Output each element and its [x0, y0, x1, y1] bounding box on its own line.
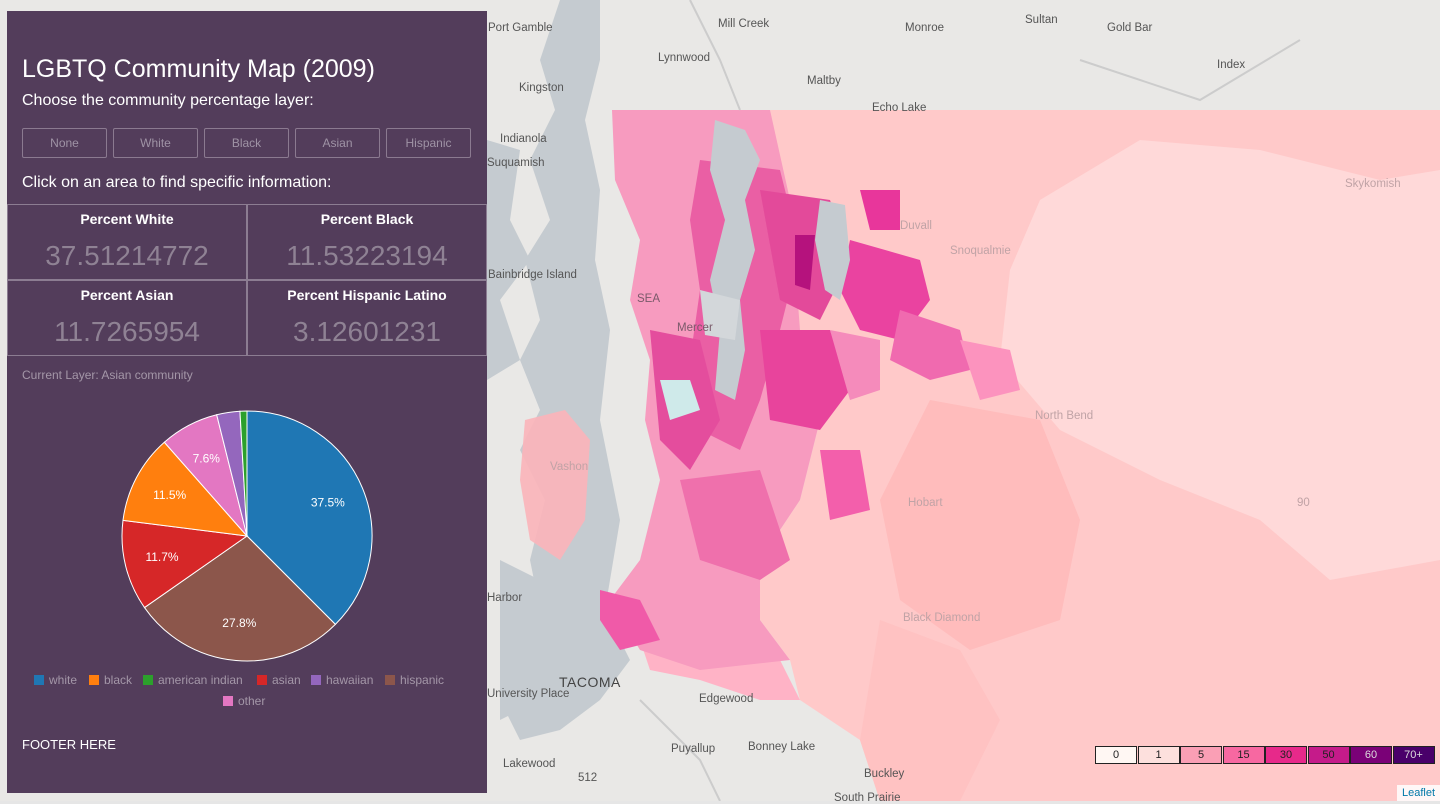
legend-item-american-indian[interactable]: american indian [143, 673, 243, 687]
stat-value: 3.12601231 [293, 316, 441, 347]
map-place-label: Black Diamond [903, 612, 981, 624]
stat-percent-white: Percent White 37.51214772 [7, 204, 247, 280]
pie-data-label: 11.7% [145, 550, 178, 564]
legend-item-hawaiian[interactable]: hawaiian [311, 673, 373, 687]
map-place-label: Hobart [908, 497, 943, 509]
legend-swatch [257, 675, 267, 685]
legend-label: other [238, 694, 266, 708]
map-place-label: Duvall [900, 220, 932, 232]
legend-swatch [89, 675, 99, 685]
layer-black-button[interactable]: Black [204, 128, 289, 158]
page-title: LGBTQ Community Map (2009) [22, 55, 375, 83]
map-place-label: Maltby [807, 75, 841, 87]
stat-percent-hispanic: Percent Hispanic Latino 3.12601231 [247, 280, 487, 356]
legend-label: white [49, 673, 78, 687]
demographics-pie-chart: 37.5% 27.8% 11.7% 11.5% 7.6% [121, 410, 373, 662]
stat-value: 11.53223194 [286, 240, 448, 271]
click-instructions: Click on an area to find specific inform… [22, 174, 332, 191]
footer: FOOTER HERE [22, 737, 116, 752]
legend-label: black [104, 673, 133, 687]
map-place-label: Port Gamble [488, 22, 553, 34]
map-place-label: Vashon [550, 461, 589, 473]
map-route-label: 512 [578, 772, 598, 784]
pie-slice-american-indian[interactable] [239, 410, 248, 537]
legend-swatch [385, 675, 395, 685]
map-place-label: Sultan [1025, 14, 1058, 26]
legend-item-hispanic[interactable]: hispanic [385, 673, 444, 687]
legend-item-black[interactable]: black [89, 673, 132, 687]
current-layer-label: Current Layer: Asian community [22, 368, 193, 382]
layer-none-button[interactable]: None [22, 128, 107, 158]
layer-white-button[interactable]: White [113, 128, 198, 158]
pie-data-label: 37.5% [311, 496, 345, 510]
map-legend-cell: 70+ [1392, 746, 1435, 764]
map-place-label: Mill Creek [718, 18, 770, 30]
legend-label: asian [272, 673, 301, 687]
stat-value: 11.7265954 [54, 316, 200, 347]
map-place-label: South Prairie [834, 792, 901, 804]
stat-label: Percent Asian [80, 287, 174, 303]
pie-data-label: 7.6% [193, 452, 221, 466]
stat-label: Percent White [80, 211, 174, 227]
map-place-label: Mercer [677, 322, 713, 334]
map-place-label: Puyallup [671, 743, 716, 755]
layer-hispanic-button[interactable]: Hispanic [386, 128, 471, 158]
stat-percent-black: Percent Black 11.53223194 [247, 204, 487, 280]
map-legend-cell: 15 [1222, 746, 1265, 764]
map-place-label: University Place [487, 688, 570, 700]
map-legend-cell: 50 [1307, 746, 1350, 764]
map-place-label: Bainbridge Island [488, 269, 577, 281]
leaflet-attribution-link[interactable]: Leaflet [1396, 785, 1440, 801]
stat-label: Percent Hispanic Latino [287, 287, 447, 303]
map-place-label: SEA [637, 293, 661, 305]
legend-label: hawaiian [326, 673, 374, 687]
legend-item-other[interactable]: other [223, 694, 265, 708]
map-place-label: Bonney Lake [748, 741, 816, 753]
map-place-label: Indianola [500, 133, 547, 145]
pie-slice-hispanic[interactable] [143, 535, 337, 662]
stat-label: Percent Black [320, 211, 414, 227]
pie-slice-black[interactable] [122, 441, 249, 537]
map-place-label: Gold Bar [1107, 22, 1153, 34]
map-place-label: Buckley [864, 768, 905, 780]
map-place-label: Skykomish [1345, 178, 1401, 190]
map-place-label: Suquamish [487, 157, 545, 169]
map-legend-cell: 5 [1180, 746, 1222, 764]
legend-swatch [34, 675, 44, 685]
legend-label: american indian [158, 673, 243, 687]
map-route-label: 90 [1297, 497, 1310, 509]
pie-data-label: 11.5% [153, 488, 186, 502]
map-legend-cell: 0 [1095, 746, 1137, 764]
legend-item-white[interactable]: white [34, 673, 77, 687]
map-legend-cell: 60 [1350, 746, 1392, 764]
map-place-label: TACOMA [559, 674, 621, 690]
map-place-label: Kingston [519, 82, 564, 94]
legend-item-asian[interactable]: asian [257, 673, 301, 687]
pie-data-label: 27.8% [222, 616, 256, 630]
stat-value: 37.51214772 [45, 240, 209, 271]
legend-swatch [223, 696, 233, 706]
pie-slice-white[interactable] [246, 410, 373, 626]
layer-prompt: Choose the community percentage layer: [22, 92, 314, 109]
layer-asian-button[interactable]: Asian [295, 128, 380, 158]
legend-swatch [311, 675, 321, 685]
pie-slice-asian[interactable] [121, 519, 249, 609]
map-place-label: Index [1217, 59, 1246, 71]
map-place-label: Harbor [487, 592, 523, 604]
legend-swatch [143, 675, 153, 685]
map-place-label: Edgewood [699, 693, 754, 705]
map-place-label: Snoqualmie [950, 245, 1011, 257]
map-place-label: Lynnwood [658, 52, 711, 64]
map-place-label: North Bend [1035, 410, 1094, 422]
map-place-label: Monroe [905, 22, 944, 34]
stat-percent-asian: Percent Asian 11.7265954 [7, 280, 247, 356]
map-legend-cell: 30 [1265, 746, 1307, 764]
map-legend-cell: 1 [1137, 746, 1180, 764]
legend-label: hispanic [400, 673, 445, 687]
map-place-label: Echo Lake [872, 102, 927, 114]
map-place-label: Lakewood [503, 758, 556, 770]
info-panel: LGBTQ Community Map (2009) Choose the co… [7, 11, 487, 793]
